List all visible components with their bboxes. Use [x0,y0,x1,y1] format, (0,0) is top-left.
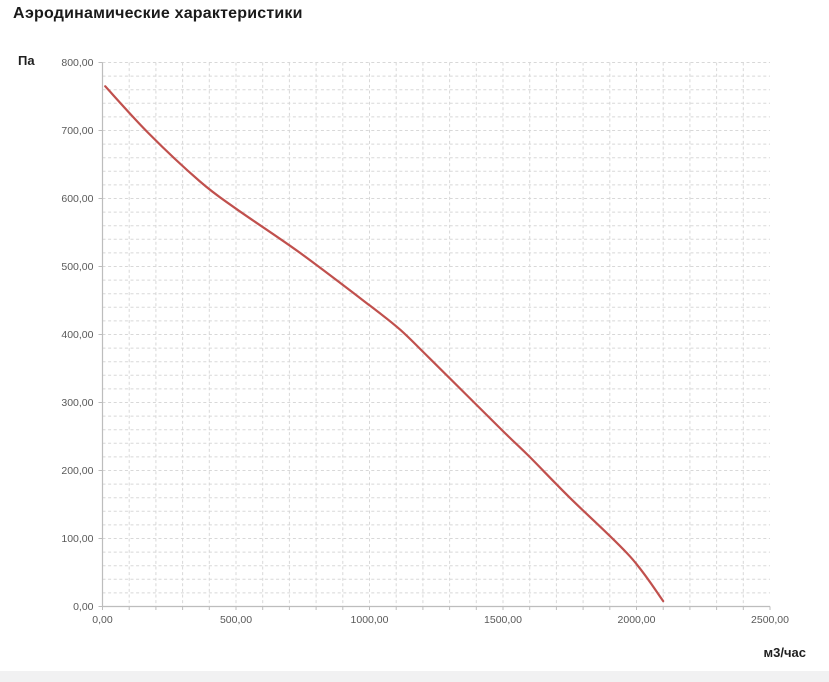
tick-labels: 0,00 500,00 1000,00 1500,00 2000,00 2500,00 0,… [61,57,789,626]
x-tick-label: 1500,00 [484,614,522,626]
y-tick-label: 400,00 [61,329,93,341]
y-tick-label: 300,00 [61,397,93,409]
y-axis-unit-label: Па [18,53,35,68]
y-tick-label: 500,00 [61,261,93,273]
x-tick-label: 1000,00 [351,614,389,626]
y-tick-label: 0,00 [73,601,94,613]
x-axis-unit-label: м3/час [763,645,806,660]
y-tick-label: 100,00 [61,533,93,545]
bottom-strip [0,671,829,682]
gridlines [102,62,770,607]
x-tick-label: 2500,00 [751,614,789,626]
y-tick-label: 800,00 [61,57,93,69]
x-tick-label: 2000,00 [618,614,656,626]
x-tick-label: 0,00 [92,614,113,626]
chart-series [104,85,665,603]
chart-title: Аэродинамические характеристики [13,5,303,22]
chart-line-pressure-vs-flow [104,85,665,603]
y-tick-label: 700,00 [61,125,93,137]
x-tick-label: 500,00 [220,614,252,626]
axis-ticks [98,62,771,610]
y-tick-label: 200,00 [61,465,93,477]
y-tick-label: 600,00 [61,193,93,205]
